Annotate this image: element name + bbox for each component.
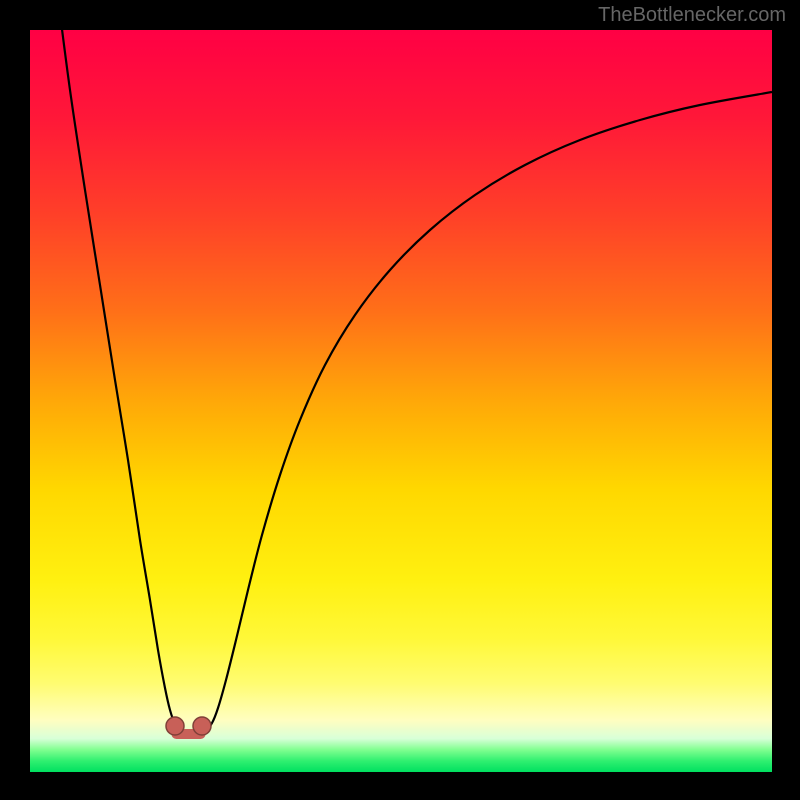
chart-curve-layer: [30, 30, 772, 772]
bottleneck-curve: [57, 30, 772, 735]
curve-min-marker-0: [166, 717, 184, 735]
curve-min-markers: [166, 717, 211, 739]
curve-min-marker-1: [193, 717, 211, 735]
watermark-text: TheBottlenecker.com: [598, 4, 786, 27]
chart-plot-area: [30, 30, 772, 772]
